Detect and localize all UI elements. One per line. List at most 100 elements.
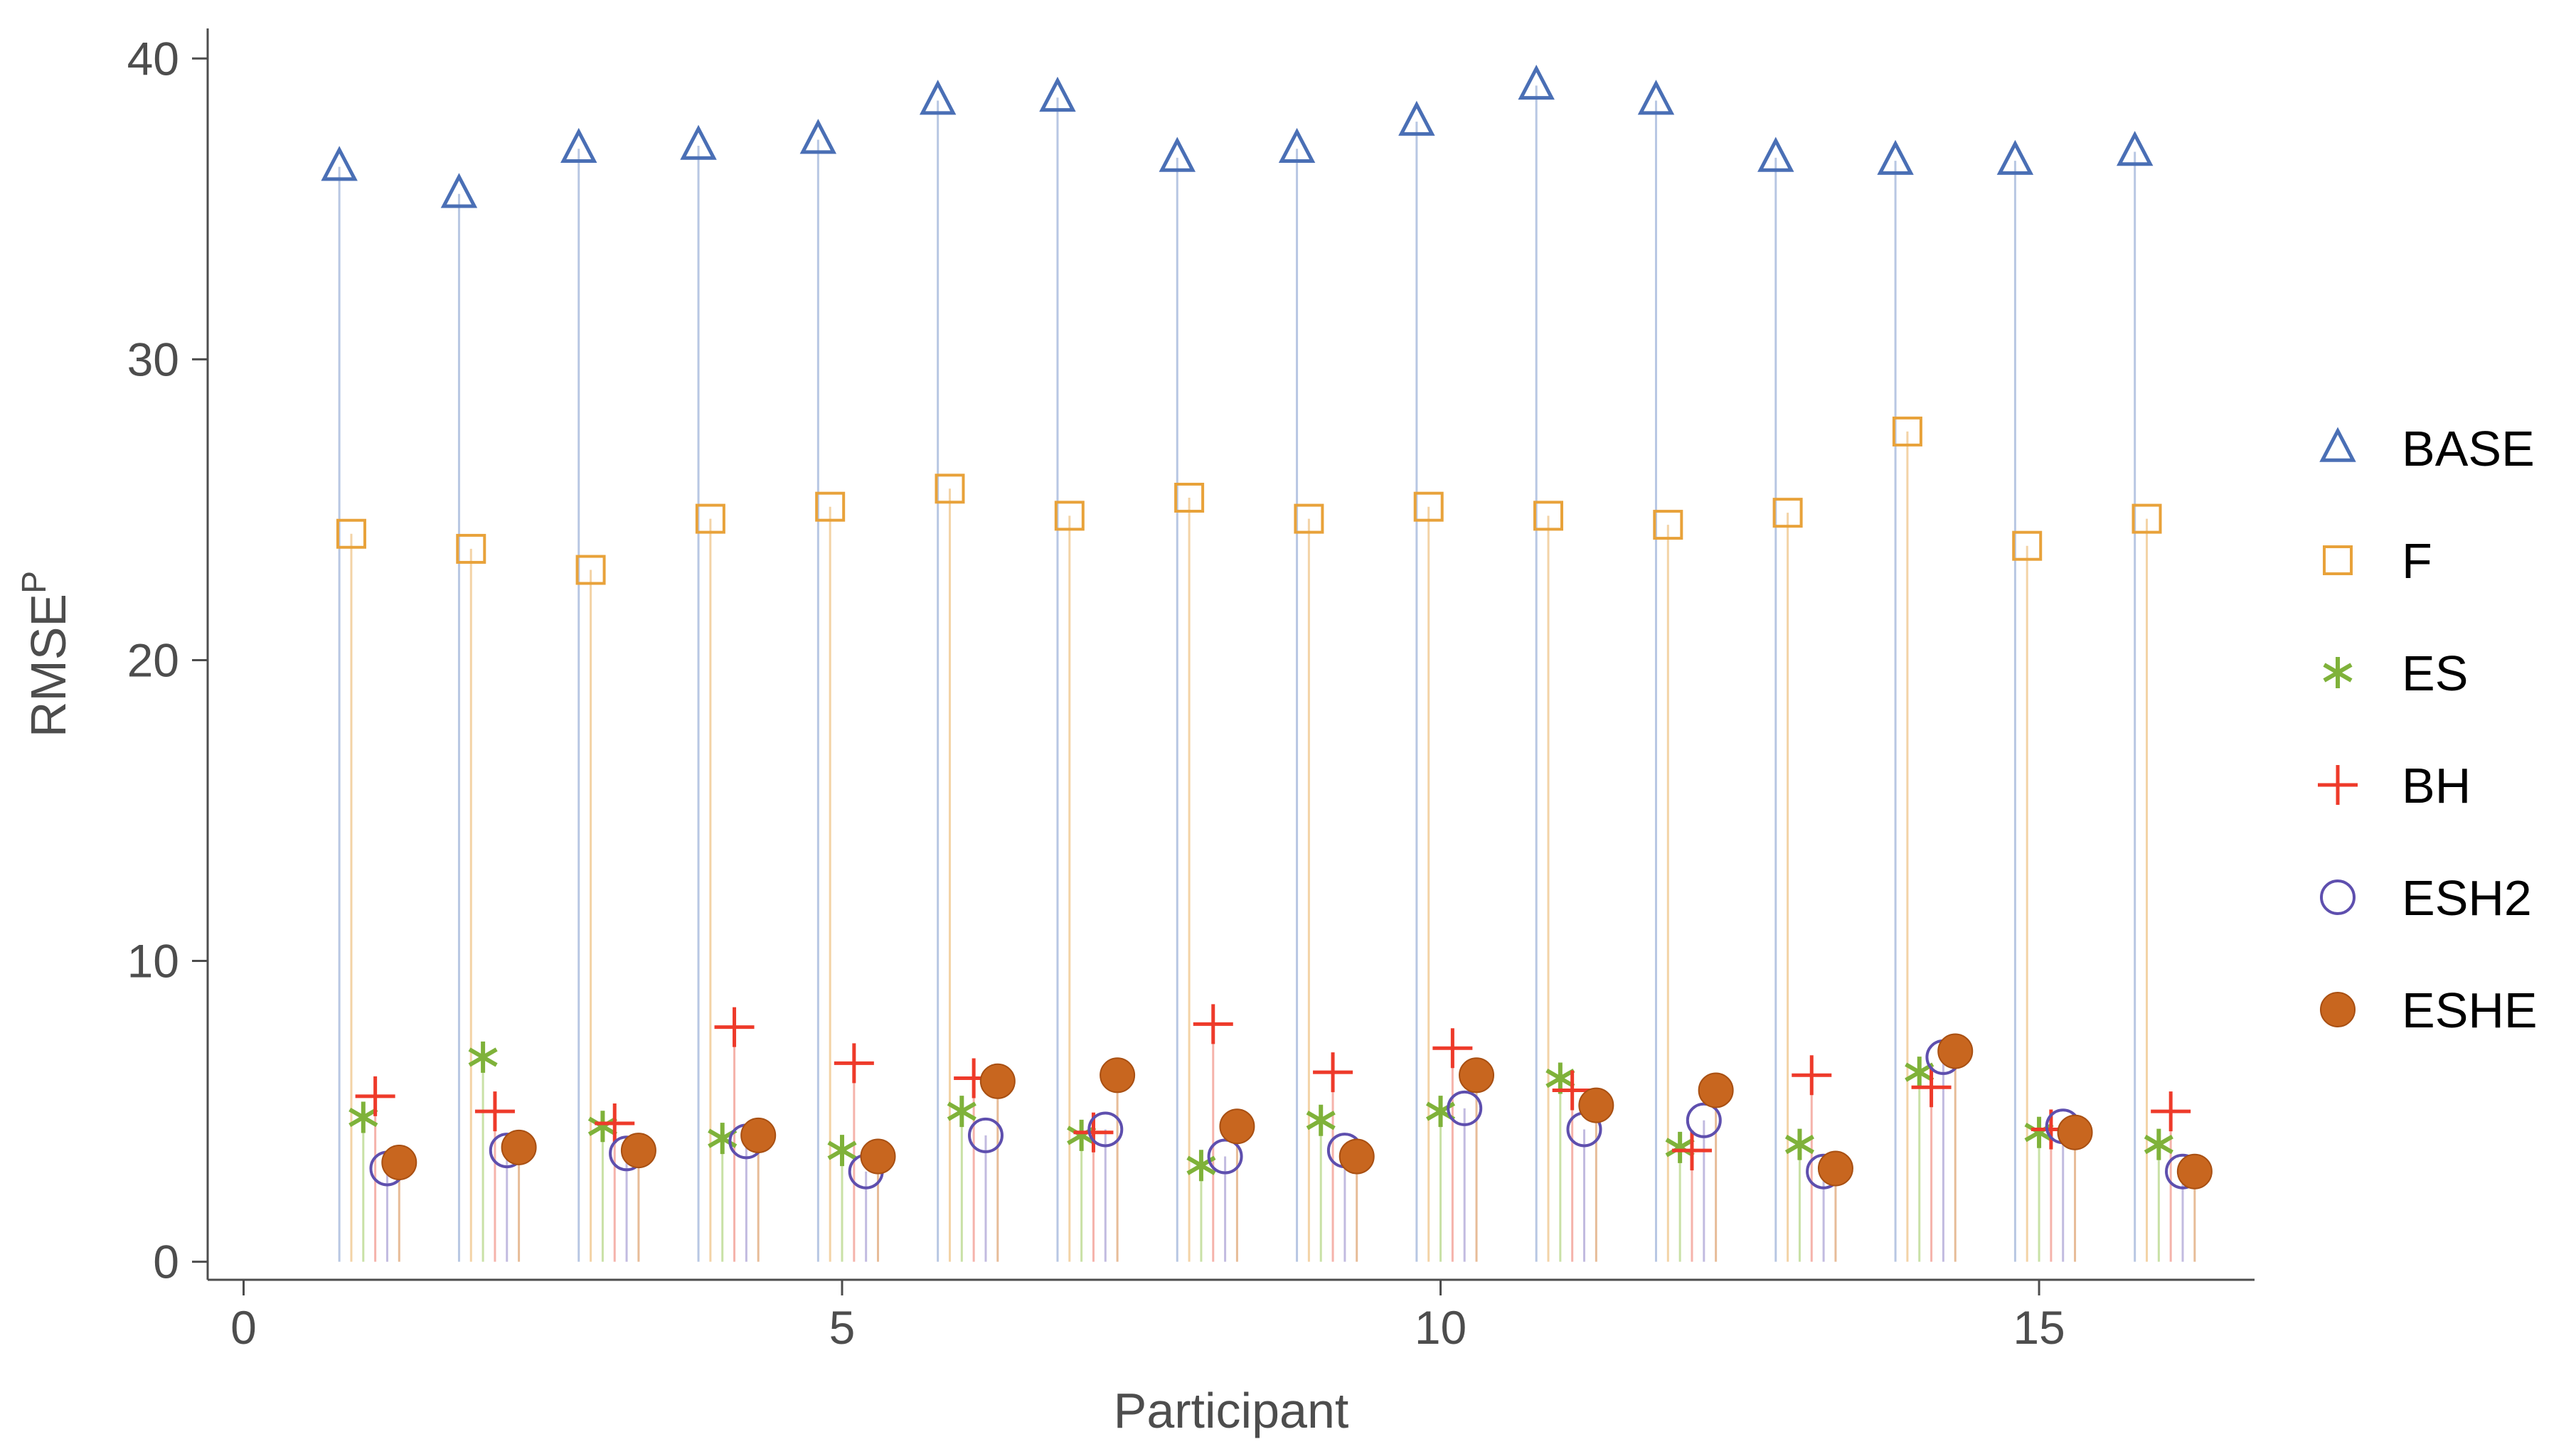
point-esh2 <box>1087 1111 1124 1148</box>
legend-label-es: ES <box>2402 646 2468 701</box>
point-eshe <box>501 1129 537 1165</box>
point-f <box>935 474 965 504</box>
point-eshe <box>1817 1150 1853 1187</box>
point-eshe <box>1219 1108 1255 1145</box>
point-eshe <box>1698 1072 1734 1108</box>
point-eshe <box>979 1063 1016 1099</box>
point-bh <box>834 1043 874 1084</box>
y-tick-label: 10 <box>127 935 179 988</box>
legend-label-eshe: ESHE <box>2402 983 2538 1038</box>
point-base <box>680 124 717 160</box>
point-eshe <box>620 1133 656 1169</box>
point-es <box>1784 1128 1814 1160</box>
axes: 0 5 10 15 0 10 20 30 40 <box>127 28 2255 1354</box>
legend-item-base: BASE <box>2319 421 2535 476</box>
point-f <box>1413 491 1444 522</box>
y-tick-label: 20 <box>127 633 179 686</box>
point-bh <box>474 1091 515 1132</box>
point-f <box>1054 501 1085 531</box>
point-bh <box>1792 1055 1832 1096</box>
point-base <box>440 173 478 208</box>
point-bh <box>714 1007 755 1047</box>
legend-marker-esh2 <box>2320 879 2356 915</box>
y-tick-label: 40 <box>127 32 179 85</box>
point-eshe <box>740 1117 777 1153</box>
point-eshe <box>1100 1057 1136 1094</box>
legend-label-f: F <box>2402 533 2432 589</box>
legend-item-es: ES <box>2323 646 2468 701</box>
point-base <box>1518 64 1555 100</box>
point-bh <box>1193 1004 1233 1044</box>
x-tick-label: 0 <box>230 1301 257 1354</box>
point-f <box>1294 503 1324 534</box>
point-esh2 <box>1447 1090 1483 1126</box>
point-f <box>1174 483 1205 513</box>
point-base <box>560 127 597 164</box>
stems-layer <box>338 85 2196 1262</box>
point-bh <box>1313 1052 1353 1093</box>
point-base <box>919 80 957 115</box>
point-base <box>1637 80 1675 115</box>
point-es <box>2024 1116 2054 1148</box>
point-bh <box>595 1103 635 1143</box>
point-f <box>695 503 725 534</box>
y-tick-label: 0 <box>153 1236 179 1288</box>
point-f <box>1892 416 1922 447</box>
point-eshe <box>1338 1138 1375 1175</box>
point-bh <box>1552 1070 1592 1111</box>
point-es <box>947 1096 976 1128</box>
point-base <box>1757 137 1794 172</box>
point-eshe <box>1937 1033 1974 1069</box>
x-axis-ticks: 0 5 10 15 <box>230 1280 2065 1354</box>
point-base <box>1996 139 2034 175</box>
legend-marker-f <box>2323 545 2353 575</box>
point-base <box>1398 100 1435 136</box>
x-tick-label: 5 <box>829 1301 856 1354</box>
point-es <box>468 1041 498 1073</box>
y-axis-title-superscript: P <box>16 571 53 594</box>
point-f <box>2012 530 2043 561</box>
point-esh2 <box>1207 1138 1243 1175</box>
point-es <box>587 1111 617 1143</box>
legend-label-base: BASE <box>2402 421 2535 476</box>
point-f <box>456 533 486 564</box>
point-eshe <box>2057 1114 2093 1150</box>
y-axis-ticks: 0 10 20 30 40 <box>127 32 208 1288</box>
point-es <box>827 1135 857 1167</box>
legend-item-bh: BH <box>2318 758 2471 813</box>
legend-marker-es <box>2323 657 2353 688</box>
point-eshe <box>1578 1087 1614 1123</box>
legend-marker-eshe <box>2320 992 2356 1027</box>
x-tick-label: 15 <box>2013 1301 2065 1354</box>
point-esh2 <box>1686 1102 1722 1138</box>
point-eshe <box>860 1138 896 1175</box>
markers-layer <box>321 64 2213 1189</box>
point-f <box>2131 503 2162 534</box>
point-base <box>321 146 358 181</box>
point-bh <box>2151 1091 2191 1132</box>
point-es <box>1665 1131 1695 1163</box>
point-bh <box>1432 1028 1473 1069</box>
point-eshe <box>381 1145 417 1180</box>
y-axis-title: RMSEP <box>16 571 76 737</box>
point-f <box>336 518 366 549</box>
y-tick-label: 30 <box>127 333 179 385</box>
legend-label-esh2: ESH2 <box>2402 870 2532 926</box>
point-es <box>2144 1128 2173 1160</box>
legend: BASE F ES BH ESH2 ESHE <box>2318 421 2538 1038</box>
legend-item-esh2: ESH2 <box>2320 870 2532 926</box>
point-base <box>1877 139 1914 175</box>
point-f <box>575 555 606 585</box>
point-base <box>1039 76 1076 112</box>
plot-area <box>321 64 2213 1262</box>
point-es <box>1067 1119 1097 1151</box>
legend-item-f: F <box>2323 533 2432 589</box>
x-tick-label: 10 <box>1415 1301 1467 1354</box>
legend-label-bh: BH <box>2402 758 2471 813</box>
point-es <box>1306 1104 1336 1136</box>
legend-marker-bh <box>2318 765 2358 805</box>
point-eshe <box>1459 1057 1495 1094</box>
point-eshe <box>2176 1153 2213 1189</box>
point-f <box>1653 510 1683 540</box>
